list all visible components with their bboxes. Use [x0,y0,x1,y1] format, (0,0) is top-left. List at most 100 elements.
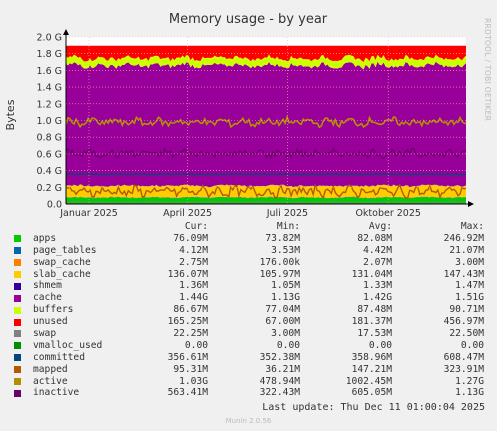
legend-avg: 605.05M [351,387,392,399]
legend-row-unused: unused 165.25M 67.00M 181.37M 456.97M [14,316,488,328]
legend-max: 1.27G [455,375,484,387]
legend-label: unused [33,316,68,328]
y-tick-label: 0.4 G [37,166,63,177]
y-tick-label: 1.4 G [37,83,63,94]
legend-row-page_tables: page_tables 4.12M 3.53M 4.42M 21.07M [14,245,488,257]
legend-label: inactive [33,387,80,399]
legend-label: buffers [33,304,74,316]
legend-max: 21.07M [449,244,484,256]
legend-header-cur: Cur: [184,221,208,232]
legend-label: active [33,375,68,387]
y-tick-label: 1.8 G [37,49,63,60]
y-tick-labels: 0.0 0.2 G 0.4 G 0.6 G 0.8 G 1.0 G 1.2 G 1.4 G 1.… [37,33,63,211]
legend-rows: apps 76.09M 73.82M 82.08M 246.92M page_tables… [14,233,488,399]
legend-max: 608.47M [443,351,484,363]
legend-label: vmalloc_used [33,339,103,351]
line-swap [66,201,467,203]
area-unused [66,45,466,62]
legend-avg: 1002.45M [345,375,392,387]
y-tick-label: 1.0 G [37,116,63,127]
legend-swatch [14,235,21,243]
legend-table: Cur: Min: Avg: Max: apps 76.09M 73.82M 82.0… [14,221,488,399]
y-axis-arrow [63,29,69,35]
y-tick-label: 0.8 G [37,133,63,144]
munin-version: Munin 2.0.56 [225,417,272,425]
legend-swatch [14,318,21,326]
legend-label: cache [33,292,62,304]
legend-max: 1.51G [455,292,484,304]
legend-avg: 181.37M [351,316,392,328]
legend-max: 246.92M [443,232,484,244]
y-tick-label: 0.0 [47,200,62,211]
legend-cur: 1.44G [179,292,208,304]
legend-header: Cur: Min: Avg: Max: [14,221,488,233]
legend-min: 3.00M [271,328,300,340]
legend-row-swap: swap 22.25M 3.00M 17.53M 22.50M [14,328,488,340]
legend-avg: 17.53M [357,328,392,340]
x-tick-labels: Januar 2025 April 2025 Juli 2025 Oktober 20… [59,208,421,219]
legend-cur: 1.36M [179,280,208,292]
legend-min: 73.82M [265,232,300,244]
legend-row-slab_cache: slab_cache 136.07M 105.97M 131.04M 147.43M [14,269,488,281]
legend-avg: 358.96M [351,351,392,363]
legend-min: 176.00k [259,256,300,268]
memory-chart: Memory usage - by year Bytes RRDTOOL / T… [4,12,492,219]
legend-label: page_tables [33,244,97,256]
legend-row-vmalloc_used: vmalloc_used 0.00 0.00 0.00 0.00 [14,340,488,352]
legend-swatch [14,271,21,278]
line-committed [66,172,467,176]
legend-min: 478.94M [259,375,300,387]
legend-cur: 1.03G [179,375,208,387]
legend-header-min: Min: [276,221,300,232]
area-swap_cache [66,196,466,199]
legend-cur: 2.75M [179,256,208,268]
x-axis-arrow [468,201,474,207]
rrdtool-side-label: RRDTOOL / TOBI OETIKER [483,18,492,121]
x-tick-label: Oktober 2025 [355,208,421,219]
legend-avg: 4.42M [363,244,392,256]
legend-cur: 165.25M [167,316,208,328]
legend-swatch [14,354,21,362]
legend-cur: 0.00 [184,339,208,351]
legend-cur: 4.12M [179,244,208,256]
legend-avg: 147.21M [351,363,392,375]
legend-cur: 22.25M [173,328,208,340]
legend-min: 105.97M [259,268,300,280]
legend-swatch [14,378,21,386]
x-tick-label: Juli 2025 [266,208,308,219]
legend-avg: 1.33M [363,280,392,292]
legend-label: swap_cache [33,256,91,268]
legend-min: 77.04M [265,304,300,316]
legend-cur: 86.67M [173,304,208,316]
legend-label: committed [33,351,85,363]
legend-max: 90.71M [449,304,484,316]
legend-label: slab_cache [33,268,91,280]
legend-avg: 131.04M [351,268,392,280]
legend-row-inactive: inactive 563.41M 322.43M 605.05M 1.13G [14,387,488,399]
legend-max: 0.00 [460,339,484,351]
x-tick-label: Januar 2025 [59,208,118,219]
line-mapped [65,183,467,199]
y-tick-label: 2.0 G [37,33,63,44]
legend-label: shmem [33,280,62,292]
y-tick-label: 0.6 G [37,149,63,160]
grid-lines [66,36,466,204]
legend-min: 36.21M [265,363,300,375]
legend-row-active: active 1.03G 478.94M 1002.45M 1.27G [14,376,488,388]
legend-max: 323.91M [443,363,484,375]
legend-max: 456.97M [443,316,484,328]
area-buffers [66,54,466,70]
legend-row-apps: apps 76.09M 73.82M 82.08M 246.92M [14,233,488,245]
y-tick-label: 1.6 G [37,66,63,77]
last-update: Last update: Thu Dec 11 01:00:04 2025 [262,402,485,413]
legend-avg: 0.00 [368,339,392,351]
legend-min: 1.05M [271,280,300,292]
legend-row-buffers: buffers 86.67M 77.04M 87.48M 90.71M [14,304,488,316]
legend-min: 3.53M [271,244,300,256]
legend-min: 1.13G [271,292,300,304]
legend-swatch [14,389,21,397]
y-tick-label: 1.2 G [37,99,63,110]
legend-min: 352.38M [259,351,300,363]
legend-cur: 76.09M [173,232,208,244]
legend-max: 3.00M [455,256,484,268]
